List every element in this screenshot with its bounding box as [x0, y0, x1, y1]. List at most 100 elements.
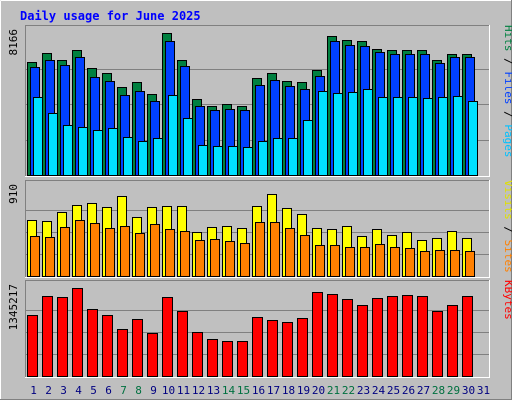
bar-pages-day-5 [93, 130, 103, 176]
x-tick-label-day-11: 11 [177, 384, 190, 397]
bar-kbytes-day-3 [57, 297, 68, 377]
legend-item-hits: Hits [502, 25, 512, 52]
bar-sites-day-2 [45, 237, 55, 277]
bar-kbytes-day-18 [282, 322, 293, 377]
bar-pages-day-14 [228, 146, 238, 176]
bar-sites-day-12 [195, 240, 205, 277]
x-tick-label-day-9: 9 [150, 384, 157, 397]
bar-sites-day-21 [330, 245, 340, 277]
bar-pages-day-18 [288, 138, 298, 176]
x-tick-label-day-25: 25 [387, 384, 400, 397]
bar-kbytes-day-5 [87, 309, 98, 377]
x-tick-label-day-29: 29 [447, 384, 460, 397]
x-tick-label-day-21: 21 [327, 384, 340, 397]
bar-kbytes-day-23 [357, 305, 368, 377]
bar-sites-day-9 [150, 224, 160, 277]
x-tick-label-day-28: 28 [432, 384, 445, 397]
x-tick-label-day-19: 19 [297, 384, 310, 397]
bar-pages-day-16 [258, 141, 268, 176]
x-tick-label-day-8: 8 [135, 384, 142, 397]
bar-sites-day-22 [345, 247, 355, 277]
bar-kbytes-day-8 [132, 319, 143, 377]
bar-pages-day-12 [198, 145, 208, 176]
y-max-label: 910 [7, 184, 20, 204]
legend-separator: / [502, 105, 512, 125]
bar-pages-day-10 [168, 95, 178, 176]
bar-pages-day-21 [333, 93, 343, 176]
bar-pages-day-27 [423, 98, 433, 176]
x-tick-label-day-16: 16 [252, 384, 265, 397]
bar-pages-day-7 [123, 137, 133, 176]
x-tick-label-day-23: 23 [357, 384, 370, 397]
bar-sites-day-6 [105, 228, 115, 277]
bar-sites-day-7 [120, 226, 130, 277]
bar-sites-day-13 [210, 239, 220, 277]
legend-item-pages: Pages [502, 124, 512, 157]
bar-pages-day-11 [183, 118, 193, 176]
bar-kbytes-day-15 [237, 341, 248, 377]
x-tick-label-day-24: 24 [372, 384, 386, 397]
bar-kbytes-day-6 [102, 315, 113, 377]
bar-sites-day-8 [135, 233, 145, 277]
bar-sites-day-17 [270, 222, 280, 277]
bar-kbytes-day-13 [207, 339, 218, 377]
bar-pages-day-25 [393, 97, 403, 176]
bar-kbytes-day-20 [312, 292, 323, 377]
bar-kbytes-day-22 [342, 299, 353, 377]
legend-item-sites: Sites [502, 240, 512, 273]
bar-sites-day-27 [420, 251, 430, 277]
legend-separator: / [502, 52, 512, 72]
bar-kbytes-day-14 [222, 341, 233, 377]
bar-kbytes-day-24 [372, 298, 383, 377]
x-tick-label-day-27: 27 [417, 384, 430, 397]
bar-pages-day-8 [138, 141, 148, 176]
bar-pages-day-29 [453, 96, 463, 176]
bar-kbytes-day-12 [192, 332, 203, 377]
bar-kbytes-day-4 [72, 288, 83, 377]
x-tick-label-day-6: 6 [105, 384, 112, 397]
x-tick-label-day-20: 20 [312, 384, 325, 397]
bar-kbytes-day-30 [462, 296, 473, 377]
bar-kbytes-day-16 [252, 317, 263, 377]
bar-pages-day-30 [468, 101, 478, 176]
bar-sites-day-24 [375, 244, 385, 277]
bar-pages-day-6 [108, 128, 118, 176]
bar-sites-day-30 [465, 251, 475, 277]
x-tick-label-day-10: 10 [162, 384, 175, 397]
x-tick-label-day-7: 7 [120, 384, 127, 397]
x-tick-label-day-1: 1 [30, 384, 37, 397]
legend-hits-files-pages: Hits / Files / Pages [502, 25, 512, 158]
bar-pages-day-4 [78, 127, 88, 176]
bar-sites-day-11 [180, 231, 190, 277]
bar-pages-day-28 [438, 97, 448, 176]
bar-sites-day-4 [75, 220, 85, 277]
x-tick-label-day-18: 18 [282, 384, 295, 397]
bar-kbytes-day-9 [147, 333, 158, 377]
y-max-label: 8166 [7, 29, 20, 56]
bar-sites-day-25 [390, 247, 400, 277]
bar-pages-day-22 [348, 92, 358, 176]
bar-kbytes-day-2 [42, 296, 53, 377]
bar-pages-day-19 [303, 120, 313, 176]
panel-kbytes: 1345217 [7, 280, 490, 378]
x-tick-label-day-14: 14 [222, 384, 236, 397]
bar-pages-day-26 [408, 97, 418, 176]
bar-sites-day-20 [315, 245, 325, 277]
bar-kbytes-day-10 [162, 297, 173, 377]
bar-sites-day-18 [285, 228, 295, 277]
bar-sites-day-29 [450, 250, 460, 277]
x-tick-label-day-22: 22 [342, 384, 355, 397]
bar-kbytes-day-25 [387, 296, 398, 377]
bar-kbytes-day-29 [447, 305, 458, 377]
bar-pages-day-2 [48, 113, 58, 176]
bar-kbytes-day-19 [297, 318, 308, 377]
bar-kbytes-day-17 [267, 320, 278, 377]
legend-kbytes: KBytes [502, 280, 512, 320]
bar-pages-day-13 [213, 146, 223, 176]
legend-item-visits: Visits [502, 180, 512, 220]
bar-sites-day-14 [225, 241, 235, 277]
panel-hits-files-pages: 8166 [7, 25, 490, 177]
bar-sites-day-15 [240, 243, 250, 277]
bar-pages-day-3 [63, 125, 73, 176]
